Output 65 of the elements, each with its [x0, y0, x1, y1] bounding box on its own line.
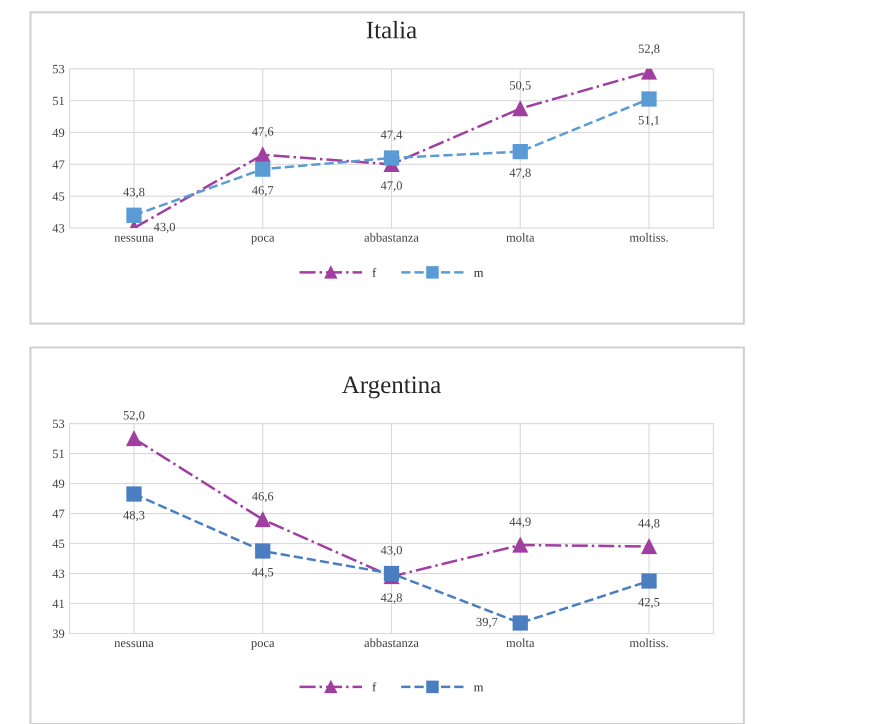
- legend-label: m: [474, 685, 484, 692]
- legend-label: f: [372, 268, 376, 277]
- data-label: 44,5: [252, 568, 274, 578]
- point: [126, 208, 142, 223]
- data-label: 43,8: [123, 188, 144, 198]
- y-tick-label: 53: [52, 420, 64, 428]
- point: [255, 543, 270, 559]
- point: [641, 538, 657, 554]
- y-tick-label: 49: [52, 480, 64, 488]
- data-label: 43,0: [154, 222, 175, 233]
- point: [641, 573, 657, 589]
- point: [126, 430, 142, 446]
- point: [384, 566, 400, 582]
- x-tick-label: molta: [506, 638, 534, 648]
- x-tick-label: abbastanza: [364, 232, 419, 242]
- data-label: 47,0: [380, 181, 402, 192]
- data-label: 51,1: [638, 116, 660, 126]
- point: [512, 144, 528, 160]
- x-tick-label: moltiss.: [630, 232, 668, 242]
- legend-label: m: [474, 270, 484, 277]
- data-label: 50,5: [510, 81, 531, 92]
- x-tick-label: molta: [506, 232, 534, 242]
- y-tick-label: 43: [52, 224, 64, 233]
- data-label: 46,7: [252, 186, 274, 196]
- x-tick-label: poca: [251, 236, 274, 244]
- data-label: 46,6: [252, 492, 274, 502]
- data-label: 52,8: [638, 44, 660, 55]
- data-label: 43,0: [380, 546, 402, 556]
- x-tick-label: abbastanza: [364, 638, 419, 648]
- data-label: 47,6: [252, 127, 274, 138]
- y-tick-label: 49: [52, 128, 64, 137]
- data-label: 44,8: [638, 518, 660, 530]
- y-tick-label: 43: [52, 570, 64, 578]
- y-tick-label: 51: [52, 96, 64, 106]
- y-tick-label: 45: [52, 540, 64, 548]
- y-tick-label: 41: [52, 600, 64, 608]
- y-tick-label: 53: [52, 64, 64, 74]
- x-tick-label: nessuna: [114, 641, 154, 648]
- data-label: 39,7: [476, 618, 498, 628]
- data-label: 44,9: [510, 518, 531, 528]
- x-tick-label: moltiss.: [630, 638, 668, 648]
- x-tick-label: nessuna: [114, 236, 154, 242]
- y-tick-label: 47: [52, 160, 64, 169]
- y-tick-label: 39: [52, 630, 64, 638]
- data-label: 42,5: [638, 598, 660, 608]
- chart-title: Italia: [366, 20, 417, 38]
- point: [512, 100, 528, 116]
- point: [641, 91, 657, 107]
- data-label: 47,4: [380, 130, 402, 141]
- data-label: 48,3: [123, 510, 144, 522]
- chart-title: Argentina: [342, 376, 441, 398]
- x-tick-label: poca: [251, 641, 274, 650]
- y-tick-label: 47: [52, 510, 64, 518]
- point: [126, 486, 142, 502]
- data-label: 52,0: [124, 411, 144, 422]
- point: [255, 161, 270, 177]
- y-tick-label: 51: [52, 450, 64, 458]
- point: [512, 615, 528, 631]
- data-label: 42,8: [380, 593, 402, 604]
- data-label: 47,8: [510, 168, 531, 179]
- point: [512, 537, 528, 553]
- y-tick-label: 45: [52, 192, 64, 201]
- legend-label: f: [372, 682, 376, 692]
- point: [255, 512, 270, 528]
- point: [384, 150, 400, 166]
